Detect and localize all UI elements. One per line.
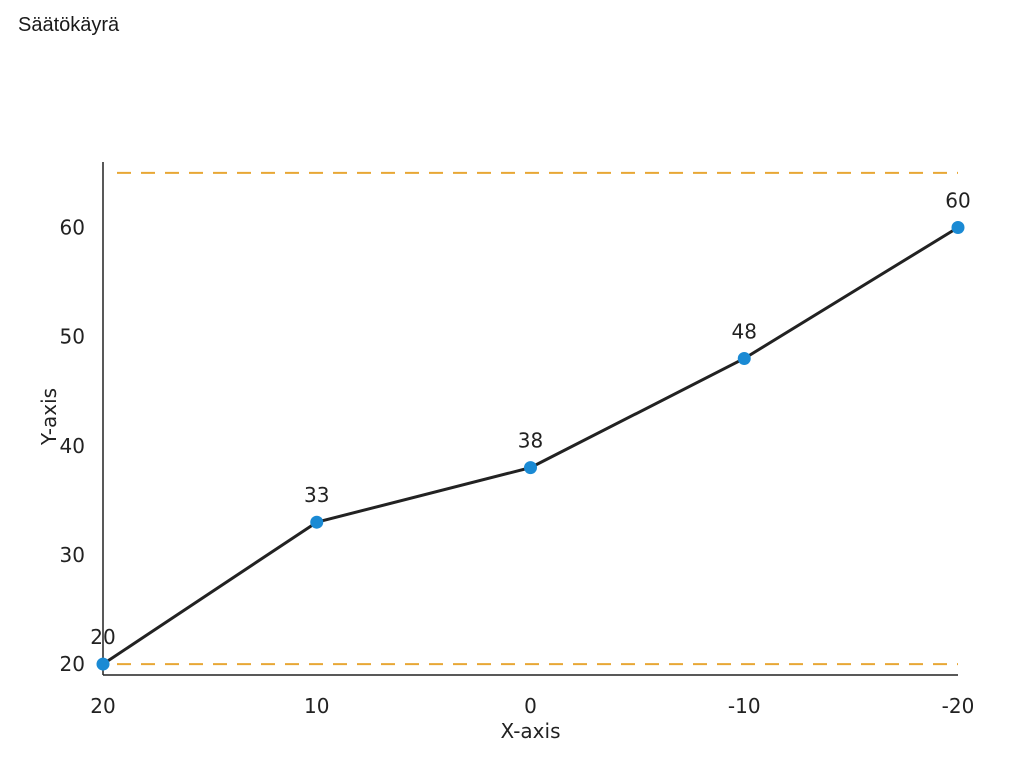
data-label: 33 [304, 483, 329, 507]
data-point [737, 351, 751, 365]
data-label: 38 [518, 429, 543, 453]
data-point [310, 515, 324, 529]
data-label: 20 [90, 625, 115, 649]
x-axis-title: X-axis [501, 719, 561, 743]
x-tick-label: 20 [90, 694, 115, 718]
axes [102, 162, 958, 676]
x-tick-labels: 20 10 0 -10 -20 [90, 694, 974, 718]
y-axis-title: Y-axis [37, 388, 61, 446]
y-tick-labels: 20 30 40 50 60 [60, 215, 85, 676]
data-points [96, 220, 965, 671]
x-tick-label: 10 [304, 694, 329, 718]
y-tick-label: 60 [60, 215, 85, 239]
data-label: 60 [945, 188, 970, 212]
x-tick-label: 0 [524, 694, 537, 718]
data-point [524, 461, 537, 475]
chart-title: Säätökäyrä [18, 14, 120, 36]
data-point [951, 220, 965, 234]
data-label: 48 [732, 319, 757, 343]
y-tick-label: 20 [60, 652, 85, 676]
data-labels: 20 33 38 48 60 [90, 188, 970, 649]
x-tick-label: -10 [728, 694, 761, 718]
reference-lines [117, 171, 958, 666]
y-tick-label: 50 [60, 325, 85, 349]
x-tick-label: -20 [942, 694, 975, 718]
y-tick-label: 40 [60, 434, 85, 458]
data-point [96, 657, 110, 671]
y-tick-label: 30 [60, 543, 85, 567]
